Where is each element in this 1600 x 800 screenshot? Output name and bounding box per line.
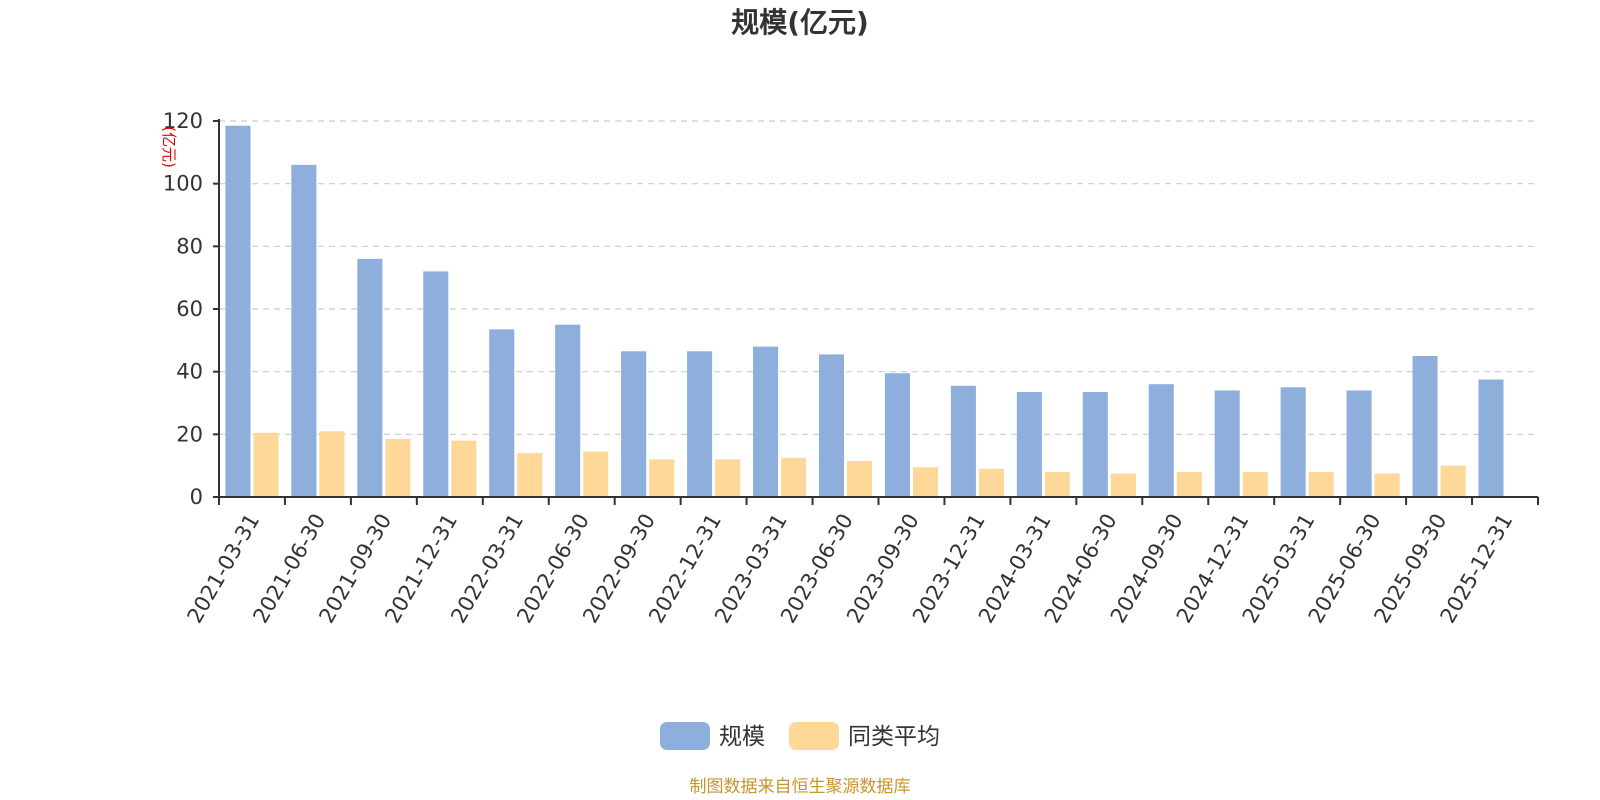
y-tick-label: 100: [163, 172, 203, 196]
legend-label: 规模: [719, 724, 765, 750]
bar-规模: [489, 329, 515, 497]
bar-同类平均: [715, 459, 741, 497]
legend-label: 同类平均: [848, 724, 940, 750]
bar-规模: [621, 351, 647, 497]
y-tick-label: 60: [176, 297, 203, 321]
bar-同类平均: [1374, 473, 1400, 497]
bar-规模: [1280, 387, 1306, 497]
bar-规模: [687, 351, 713, 497]
bar-同类平均: [385, 439, 411, 497]
bar-规模: [884, 373, 910, 497]
bar-同类平均: [649, 459, 675, 497]
legend-swatch: [789, 722, 839, 750]
bar-同类平均: [583, 451, 609, 497]
bar-规模: [1016, 392, 1042, 497]
bar-同类平均: [978, 468, 1004, 497]
bar-同类平均: [1044, 471, 1070, 497]
bar-规模: [225, 125, 251, 497]
bar-同类平均: [451, 440, 477, 497]
bar-规模: [1346, 390, 1372, 497]
bar-规模: [753, 346, 779, 497]
bar-同类平均: [253, 432, 279, 497]
y-tick-label: 0: [190, 485, 203, 509]
bar-同类平均: [1308, 471, 1334, 497]
bar-规模: [357, 258, 383, 497]
bar-规模: [1148, 384, 1174, 497]
bar-规模: [818, 354, 845, 497]
bar-同类平均: [912, 467, 939, 497]
bar-同类平均: [1242, 471, 1268, 497]
bar-规模: [950, 385, 976, 497]
bar-同类平均: [319, 431, 345, 497]
bar-规模: [423, 271, 449, 497]
bar-规模: [291, 164, 317, 497]
bar-同类平均: [1176, 471, 1202, 497]
chart-title: 规模(亿元): [731, 6, 869, 39]
bar-规模: [555, 324, 581, 497]
y-tick-label: 80: [176, 234, 203, 258]
y-tick-label: 20: [176, 422, 203, 446]
bar-规模: [1412, 356, 1438, 497]
bar-同类平均: [781, 457, 807, 497]
grid: [219, 120, 1538, 435]
y-axis-unit: (亿元): [160, 126, 178, 168]
bar-同类平均: [517, 453, 543, 497]
bar-同类平均: [847, 460, 873, 497]
bar-同类平均: [1440, 465, 1466, 497]
y-tick-label: 120: [163, 109, 203, 133]
bar-规模: [1082, 392, 1108, 497]
bar-规模: [1478, 379, 1504, 497]
source-note: 制图数据来自恒生聚源数据库: [690, 777, 911, 797]
bars: [225, 125, 1504, 497]
bar-规模: [1214, 390, 1240, 497]
legend: 规模 同类平均: [660, 722, 940, 750]
y-tick-label: 40: [176, 360, 203, 384]
legend-swatch: [660, 722, 710, 750]
bar-同类平均: [1110, 473, 1136, 497]
